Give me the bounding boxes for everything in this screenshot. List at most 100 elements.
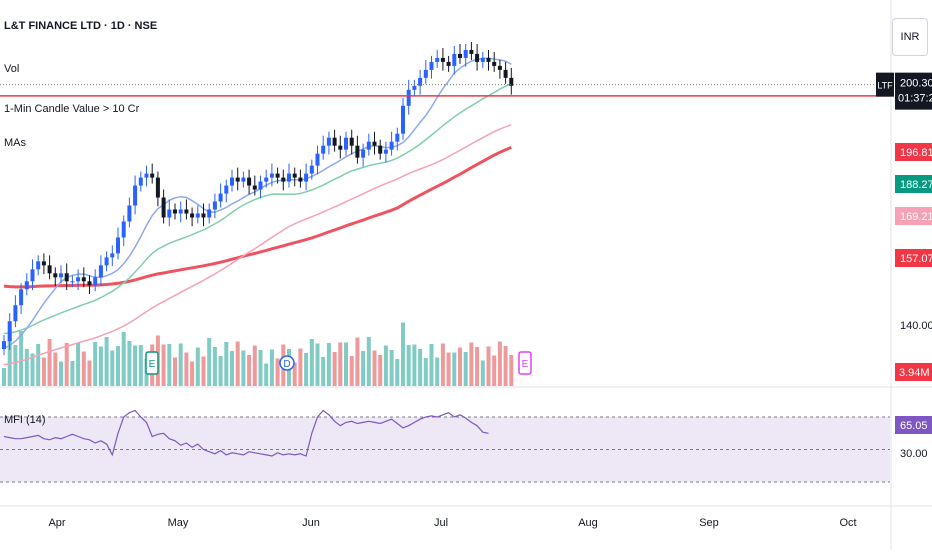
candle — [138, 177, 143, 186]
candle — [338, 145, 343, 150]
volume-bar — [64, 343, 69, 386]
volume-bar — [429, 344, 434, 386]
volume-bar — [13, 345, 18, 386]
ma-badge — [895, 207, 932, 225]
volume-bar — [372, 350, 377, 386]
volume-bar — [395, 359, 400, 386]
candle — [76, 277, 81, 282]
candle — [155, 177, 160, 198]
candle — [241, 177, 246, 182]
candle — [247, 177, 252, 186]
volume-badge-label: 3.94M — [899, 367, 930, 379]
volume-bar — [224, 342, 229, 386]
volume-bar — [338, 342, 343, 386]
volume-bar — [184, 352, 189, 386]
candle — [332, 137, 337, 146]
candle — [349, 137, 354, 146]
candle — [173, 209, 177, 214]
volume-bar — [53, 352, 58, 386]
volume-bar — [355, 337, 360, 386]
candle — [361, 149, 366, 158]
candle — [366, 141, 371, 150]
event-label: E — [149, 359, 156, 370]
volume-bar — [235, 341, 240, 386]
candle — [418, 77, 423, 86]
volume-bar — [104, 337, 109, 386]
candle — [355, 145, 360, 158]
candle — [116, 237, 120, 254]
volume-bar — [207, 338, 212, 386]
candle — [64, 273, 69, 282]
candle — [110, 253, 115, 258]
candle — [475, 53, 480, 62]
volume-bar — [87, 360, 92, 386]
volume-bar — [349, 356, 354, 386]
volume-bar — [230, 351, 234, 386]
volume-bar — [133, 345, 138, 386]
candle — [224, 185, 229, 194]
volume-bar — [435, 357, 440, 386]
volume-bar — [30, 353, 35, 386]
ma-badge — [895, 249, 932, 267]
volume-bar — [304, 353, 309, 386]
volume-bar — [418, 349, 423, 386]
volume-bar — [59, 361, 63, 386]
candle — [486, 57, 491, 62]
countdown-label: 01:37:21 — [898, 93, 932, 105]
legend-indicator[interactable]: 1-Min Candle Value > 10 Cr — [4, 103, 140, 115]
volume-bar — [309, 339, 314, 386]
volume-bar — [2, 368, 6, 386]
legend-mas[interactable]: MAs — [4, 137, 26, 149]
ticker-badge — [876, 72, 894, 97]
candle — [389, 141, 394, 150]
ma-badge — [895, 143, 932, 161]
candle — [440, 57, 445, 62]
volume-bar — [178, 343, 183, 386]
legend-vol[interactable]: Vol — [4, 63, 20, 75]
candle — [344, 137, 348, 150]
candle — [59, 273, 63, 278]
candle — [235, 177, 240, 182]
candle — [287, 173, 291, 182]
ma-badge — [895, 175, 932, 193]
candle — [121, 221, 126, 238]
candle — [509, 77, 514, 86]
volume-bar — [469, 342, 474, 386]
legend-mfi[interactable]: MFI (14) — [4, 414, 46, 426]
volume-bar — [423, 358, 428, 386]
time-label-sep: Sep — [699, 517, 719, 529]
candle — [252, 185, 257, 190]
symbol-title[interactable]: L&T FINANCE LTD · 1D · NSE — [4, 20, 158, 32]
volume-bar — [218, 356, 223, 386]
candle — [70, 281, 75, 283]
mfi-tick-label: 30.00 — [900, 448, 928, 460]
candle — [458, 53, 462, 58]
volume-bar — [241, 350, 246, 386]
volume-bar — [41, 357, 46, 386]
volume-bar — [161, 344, 166, 386]
candle — [161, 197, 166, 218]
volume-bar — [76, 342, 81, 386]
volume-bar — [503, 346, 508, 386]
volume-bar — [24, 349, 29, 386]
volume-badge — [895, 363, 932, 381]
candle — [406, 89, 411, 106]
volume-bar — [292, 362, 297, 386]
volume-bar — [195, 347, 200, 386]
candle — [167, 209, 172, 218]
candle — [93, 277, 98, 286]
candle — [503, 69, 508, 78]
mfi-value-label: 65.05 — [900, 420, 928, 432]
candle — [104, 257, 109, 266]
candle — [452, 53, 457, 66]
volume-bar — [190, 361, 195, 386]
currency-button[interactable]: INR — [892, 18, 928, 56]
candle — [429, 61, 434, 70]
event-marker-1: D — [279, 355, 295, 371]
candle — [269, 173, 274, 178]
volume-bar — [497, 341, 502, 386]
event-box — [518, 351, 532, 375]
volume-bar — [116, 346, 120, 386]
